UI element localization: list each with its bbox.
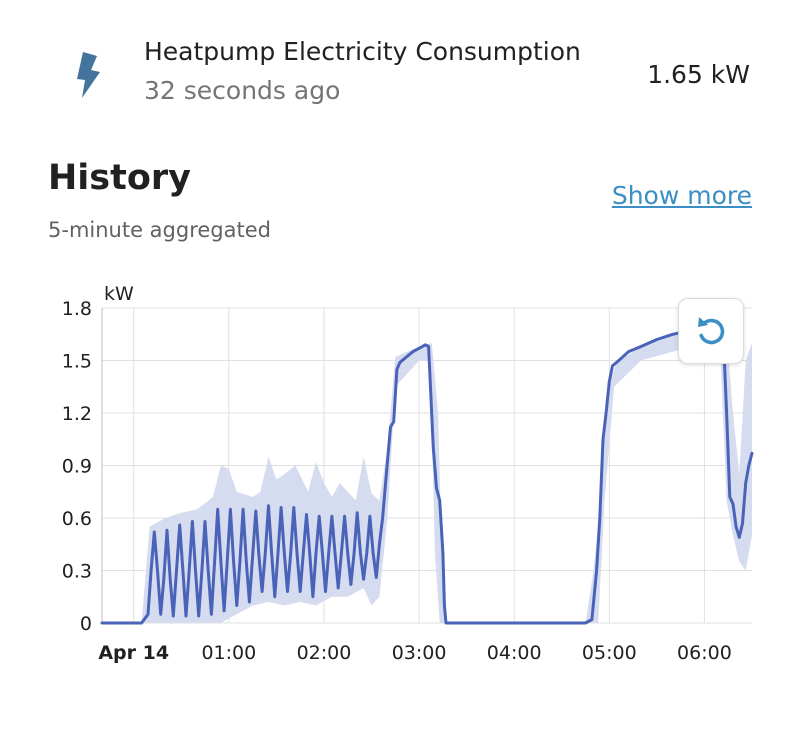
y-tick-label: 0 xyxy=(80,613,92,635)
entity-name: Heatpump Electricity Consumption xyxy=(144,37,581,66)
y-tick-label: 1.2 xyxy=(62,403,92,425)
history-title: History xyxy=(48,158,191,198)
x-tick-label: 05:00 xyxy=(582,642,637,664)
y-tick-label: 0.9 xyxy=(62,456,92,478)
entity-header[interactable]: Heatpump Electricity Consumption 32 seco… xyxy=(0,0,800,130)
reset-zoom-button[interactable] xyxy=(678,298,744,364)
y-tick-label: 0.3 xyxy=(62,561,92,583)
x-tick-label: 03:00 xyxy=(392,642,447,664)
reset-zoom-icon xyxy=(698,317,725,345)
y-tick-label: 1.8 xyxy=(62,298,92,320)
history-chart[interactable]: 0 0.3 0.6 0.9 1.2 1.5 1.8 Apr 14 01:00 02:00 03:00… xyxy=(0,270,800,670)
x-tick-label: 01:00 xyxy=(201,642,256,664)
last-updated: 32 seconds ago xyxy=(144,76,341,105)
min-max-band xyxy=(102,325,752,623)
unit-label: kW xyxy=(104,283,134,305)
show-more-link[interactable]: Show more xyxy=(611,181,752,210)
aggregation-subtitle: 5-minute aggregated xyxy=(48,218,271,242)
y-tick-label: 0.6 xyxy=(62,508,92,530)
lightning-bolt-icon xyxy=(77,52,100,98)
entity-value: 1.65 kW xyxy=(647,60,750,89)
x-tick-label: 02:00 xyxy=(297,642,352,664)
x-tick-label: 06:00 xyxy=(677,642,732,664)
y-tick-label: 1.5 xyxy=(62,351,92,373)
x-tick-label: 04:00 xyxy=(487,642,542,664)
x-tick-label: Apr 14 xyxy=(98,642,169,664)
lightning-bolt-shape xyxy=(77,52,100,98)
series-line xyxy=(100,325,754,625)
